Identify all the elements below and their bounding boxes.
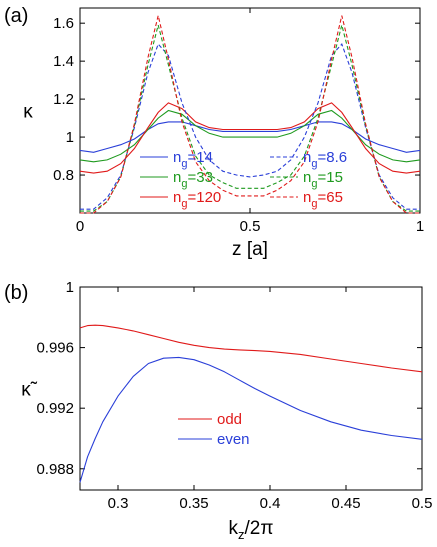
legend-label-ng-33: ng=33 xyxy=(173,169,213,190)
y-tick-label: 0.988 xyxy=(36,461,74,478)
series-line-ng-33 xyxy=(79,109,421,163)
x-axis-label: z [a] xyxy=(232,239,268,260)
x-tick-label: 0.35 xyxy=(179,495,208,512)
y-tick-label: 1 xyxy=(66,129,74,146)
y-tick-label: 1.4 xyxy=(53,53,74,70)
x-axis-label: kz/2π xyxy=(229,518,274,542)
y-tick-label: 1.2 xyxy=(53,91,74,108)
legend-label-ng-65: ng=65 xyxy=(303,189,343,210)
x-tick-label: 0.3 xyxy=(108,495,129,512)
series-line-odd xyxy=(79,324,423,373)
legend-label-ng-120: ng=120 xyxy=(173,189,221,210)
panel-a-label: (a) xyxy=(4,5,28,27)
series-lines xyxy=(79,324,423,483)
y-tick-label: 1 xyxy=(66,279,74,296)
legend-label-odd: odd xyxy=(217,411,242,428)
series-line-ng-14 xyxy=(79,121,421,153)
series-line-even xyxy=(79,356,423,483)
x-tick-label: 0.5 xyxy=(412,495,433,512)
panel-a: (a) 0 0.5 10.811.21.41.6z [a]κng=14ng=33ng… xyxy=(4,5,424,260)
legend-label-even: even xyxy=(217,431,250,448)
plot-frame xyxy=(79,286,423,491)
x-tick-label: 0 xyxy=(76,218,84,235)
plot-frame xyxy=(79,7,421,214)
legend-label-ng-8.6: ng=8.6 xyxy=(303,149,347,170)
x-tick-label: 0.45 xyxy=(331,495,360,512)
y-tick-label: 0.996 xyxy=(36,340,74,357)
y-tick-label: 1.6 xyxy=(53,15,74,32)
y-axis-label: κ̃ xyxy=(21,380,38,401)
y-axis-label: κ xyxy=(23,102,33,123)
x-tick-label: 1 xyxy=(416,218,424,235)
legend: odd even xyxy=(178,411,250,448)
x-tick-label: 0.4 xyxy=(260,495,281,512)
legend-label-ng-14: ng=14 xyxy=(173,149,213,170)
y-tick-label: 0.8 xyxy=(53,167,74,184)
y-tick-label: 0.992 xyxy=(36,400,74,417)
panel-b: (b) 0.3 0.35 0.4 0.45 0.5 0.988 0.992 0.996 1 kz/… xyxy=(4,279,432,542)
legend-label-ng-15: ng=15 xyxy=(303,169,343,190)
series-line-ng-65 xyxy=(80,15,420,214)
series-line-ng-15 xyxy=(80,24,420,212)
panel-b-label: (b) xyxy=(4,282,28,304)
series-lines xyxy=(79,15,421,214)
series-line-ng-8.6 xyxy=(80,43,420,210)
x-tick-label: 0.5 xyxy=(240,218,261,235)
series-line-ng-120 xyxy=(79,102,421,174)
